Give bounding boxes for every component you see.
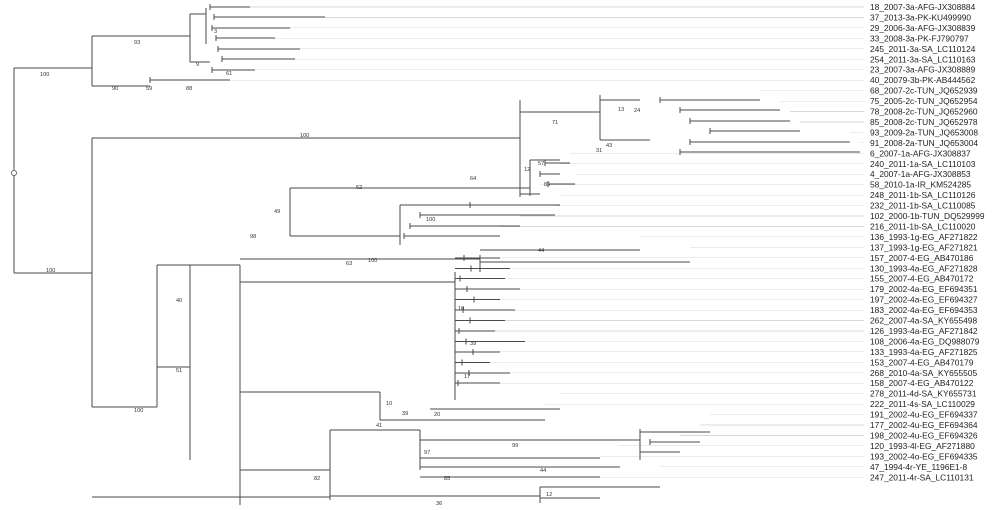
tip-label: 232_2011-1b-SA_LC110085 <box>870 201 976 211</box>
bootstrap-label: 51 <box>176 368 182 374</box>
tip-label: 91_2008-2a-TUN_JQ653004 <box>870 138 978 148</box>
bootstrap-label: 82 <box>314 476 320 482</box>
tip-label: 58_2010-1a-IR_KM524285 <box>870 180 971 190</box>
tip-label: 23_2007-3a-AFG-JX308889 <box>870 65 976 75</box>
bootstrap-label: 13 <box>618 107 624 113</box>
tip-label: 262_2007-4a-SA_KY655498 <box>870 316 977 326</box>
tip-label: 216_2011-1b-SA_LC110020 <box>870 221 976 231</box>
tip-label: 75_2005-2c-TUN_JQ652954 <box>870 96 978 106</box>
tip-label: 40_20079-3b-PK-AB444562 <box>870 75 976 85</box>
bootstrap-label: 43 <box>606 143 612 149</box>
bootstrap-label: 41 <box>376 423 382 429</box>
bootstrap-label: 44 <box>540 468 546 474</box>
tip-label: 133_1993-4a-EG_AF271825 <box>870 347 978 357</box>
bootstrap-label: 93 <box>134 40 140 46</box>
bootstrap-label: 100 <box>134 408 143 414</box>
bootstrap-label: 100 <box>300 133 309 139</box>
tip-label: 102_2000-1b-TUN_DQ529999 <box>870 211 985 221</box>
tip-label: 157_2007-4-EG_AB470186 <box>870 253 974 263</box>
tip-label: 254_2011-3a-SA_LC110163 <box>870 54 976 64</box>
tip-label: 68_2007-2c-TUN_JQ652939 <box>870 86 978 96</box>
tip-label: 93_2009-2a-TUN_JQ653008 <box>870 127 978 137</box>
tip-label: 29_2006-3a-AFG-JX308839 <box>870 23 976 33</box>
tip-label: 4_2007-1a-AFG-JX308853 <box>870 169 971 179</box>
bootstrap-label: 63 <box>346 261 352 267</box>
tip-label: 198_2002-4u-EG_EF694326 <box>870 430 978 440</box>
bootstrap-label: 71 <box>552 120 558 126</box>
bootstrap-label: 12 <box>524 167 530 173</box>
bootstrap-label: 100 <box>368 258 377 264</box>
tip-label: 126_1993-4a-EG_AF271842 <box>870 326 978 336</box>
tip-label: 108_2006-4a-EG_DQ988079 <box>870 336 980 346</box>
tip-label: 33_2008-3a-PK-FJ790797 <box>870 33 969 43</box>
tip-label: 37_2013-3a-PK-KU499990 <box>870 12 971 22</box>
bootstrap-label: 57 <box>538 161 544 167</box>
bootstrap-label: 36 <box>436 501 442 507</box>
tip-label: 78_2008-2c-TUN_JQ652960 <box>870 107 978 117</box>
bootstrap-label: 100 <box>426 217 435 223</box>
bootstrap-label: 40 <box>176 298 182 304</box>
bootstrap-label: 10 <box>458 306 464 312</box>
bootstrap-label: 9 <box>196 62 199 68</box>
tip-label: 47_1994-4r-YE_1196E1-8 <box>870 462 968 472</box>
bootstrap-label: 52 <box>356 185 362 191</box>
bootstrap-label: 10 <box>386 401 392 407</box>
bootstrap-label: 44 <box>538 248 544 254</box>
bootstrap-label: 99 <box>512 443 518 449</box>
bootstrap-label: 97 <box>424 450 430 456</box>
bootstrap-label: 85 <box>444 476 450 482</box>
tip-label: 247_2011-4r-SA_LC110131 <box>870 472 974 482</box>
bootstrap-label: 49 <box>274 209 280 215</box>
tree-branches <box>13 4 860 505</box>
bootstrap-label: 31 <box>596 148 602 154</box>
bootstrap-label: 61 <box>226 71 232 77</box>
tip-label: 240_2011-1a-SA_LC110103 <box>870 159 976 169</box>
tip-label: 179_2002-4a-EG_EF694351 <box>870 284 978 294</box>
tip-label: 155_2007-4-EG_AB470172 <box>870 274 974 284</box>
tip-label: 136_1993-1g-EG_AF271822 <box>870 232 978 242</box>
bootstrap-label: 24 <box>634 108 640 114</box>
root-node-marker <box>10 169 17 176</box>
tip-label: 245_2011-3a-SA_LC110124 <box>870 44 976 54</box>
tip-label: 197_2002-4a-EG_EF694327 <box>870 295 978 305</box>
bootstrap-label: 12 <box>546 492 552 498</box>
bootstrap-label: 64 <box>470 176 476 182</box>
tip-label: 120_1993-4l-EG_AF271880 <box>870 441 975 451</box>
bootstrap-label: 17 <box>464 374 470 380</box>
tip-label: 6_2007-1a-AFG-JX308837 <box>870 148 971 158</box>
tip-label: 193_2002-4o-EG_EF694335 <box>870 451 978 461</box>
tip-label: 85_2008-2c-TUN_JQ652978 <box>870 117 978 127</box>
tip-labels: 18_2007-3a-AFG-JX30888437_2013-3a-PK-KU4… <box>870 2 985 482</box>
tip-label: 130_1993-4a-EG_AF271828 <box>870 263 978 273</box>
bootstrap-label: 59 <box>146 86 152 92</box>
bootstrap-label: 100 <box>46 268 55 274</box>
tip-label: 177_2002-4u-EG_EF694364 <box>870 420 978 430</box>
bootstrap-label: 3 <box>214 29 217 35</box>
tip-label: 158_2007-4-EG_AB470122 <box>870 378 974 388</box>
tip-label: 137_1993-1g-EG_AF271821 <box>870 242 978 252</box>
bootstrap-label: 90 <box>112 86 118 92</box>
bootstrap-label: 98 <box>250 234 256 240</box>
tip-label: 268_2010-4a-SA_KY655505 <box>870 368 977 378</box>
bootstrap-label: 20 <box>434 412 440 418</box>
tip-label: 222_2011-4s-SA_LC110029 <box>870 399 975 409</box>
bootstrap-label: 88 <box>186 86 192 92</box>
tip-label: 153_2007-4-EG_AB470179 <box>870 357 974 367</box>
bootstrap-label: 39 <box>402 411 408 417</box>
tip-label: 191_2002-4u-EG_EF694337 <box>870 410 978 420</box>
bootstrap-label: 85 <box>544 182 550 188</box>
tip-label: 278_2011-4d-SA_KY655731 <box>870 389 977 399</box>
tip-label: 183_2002-4a-EG_EF694353 <box>870 305 978 315</box>
tip-label: 18_2007-3a-AFG-JX308884 <box>870 2 976 12</box>
label-guide-lines <box>230 6 864 478</box>
bootstrap-label: 100 <box>40 72 49 78</box>
bootstrap-label: 39 <box>470 341 476 347</box>
tip-label: 248_2011-1b-SA_LC110126 <box>870 190 976 200</box>
